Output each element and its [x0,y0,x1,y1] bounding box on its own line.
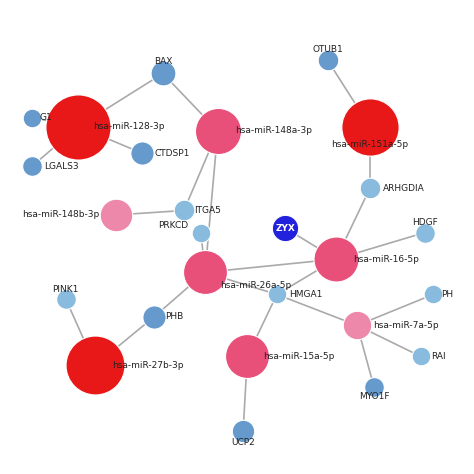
Text: PINK1: PINK1 [53,285,79,294]
Text: PHB: PHB [165,312,183,321]
Text: HDGF: HDGF [412,219,438,228]
Text: RAI: RAI [431,352,446,361]
Text: hsa-miR-128-3p: hsa-miR-128-3p [93,122,164,131]
Point [62,295,70,303]
Point [151,313,158,320]
Point [370,383,378,391]
Point [239,428,247,435]
Point [197,229,205,237]
Point [159,70,167,77]
Text: hsa-miR-148a-3p: hsa-miR-148a-3p [235,127,312,136]
Point [113,211,120,219]
Text: hsa-miR-26a-5p: hsa-miR-26a-5p [220,281,291,290]
Point [429,291,437,298]
Text: OTUB1: OTUB1 [312,45,343,54]
Text: PRKCD: PRKCD [158,221,188,230]
Text: LGALS3: LGALS3 [45,162,79,171]
Point [417,353,424,360]
Text: BAX: BAX [154,56,172,65]
Text: hsa-miR-16-5p: hsa-miR-16-5p [353,255,419,264]
Point [282,224,289,232]
Text: ARHGDIA: ARHGDIA [383,184,424,193]
Text: CTDSP1: CTDSP1 [155,148,190,157]
Point [421,229,428,237]
Point [332,255,340,263]
Point [366,123,374,130]
Point [28,163,36,170]
Text: ITGA5: ITGA5 [194,206,221,215]
Text: hsa-miR-151a-5p: hsa-miR-151a-5p [331,140,409,149]
Point [273,291,281,298]
Point [91,361,99,369]
Point [214,127,221,135]
Point [74,123,82,130]
Point [180,207,188,214]
Text: hsa-miR-15a-5p: hsa-miR-15a-5p [264,352,335,361]
Text: hsa-miR-148b-3p: hsa-miR-148b-3p [22,210,100,219]
Point [28,114,36,121]
Text: G1: G1 [39,113,52,122]
Text: HMGA1: HMGA1 [289,290,322,299]
Point [138,149,146,157]
Text: PH: PH [441,290,453,299]
Point [324,56,331,64]
Point [244,353,251,360]
Point [366,184,374,192]
Text: hsa-miR-27b-3p: hsa-miR-27b-3p [112,361,183,370]
Text: UCP2: UCP2 [231,438,255,447]
Text: hsa-miR-7a-5p: hsa-miR-7a-5p [373,321,439,330]
Text: MYO1F: MYO1F [359,392,389,401]
Text: ZYX: ZYX [275,224,295,233]
Point [354,321,361,329]
Point [201,269,209,276]
